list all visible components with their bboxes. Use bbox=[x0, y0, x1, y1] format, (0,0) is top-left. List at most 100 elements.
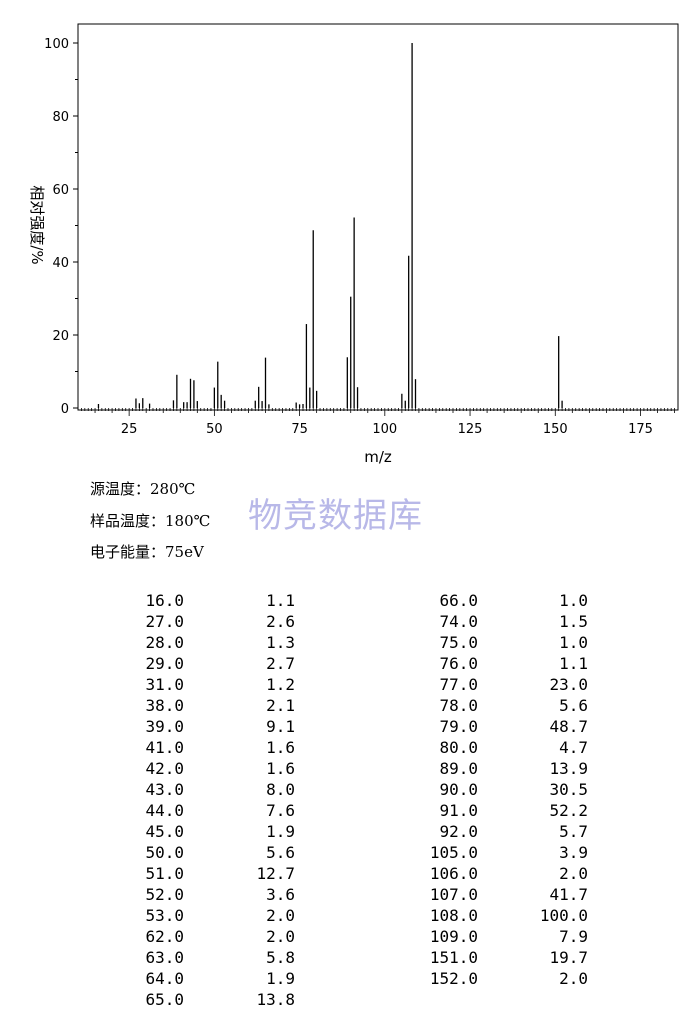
x-tick-label: 75 bbox=[291, 422, 308, 437]
peak-abundance: 9.1 bbox=[266, 717, 295, 736]
peak-mz: 63.0 bbox=[145, 948, 184, 967]
peak-mz: 80.0 bbox=[439, 738, 478, 757]
peak-mz: 42.0 bbox=[145, 759, 184, 778]
peak-mz: 89.0 bbox=[439, 759, 478, 778]
peak-table-row: 39.0 9.1 bbox=[0, 716, 300, 737]
plot-frame bbox=[77, 23, 679, 411]
peak-table-row: 63.0 5.8 bbox=[0, 947, 300, 968]
peak-abundance: 1.3 bbox=[266, 633, 295, 652]
peak-abundance: 7.6 bbox=[266, 801, 295, 820]
peak-table-row: 50.0 5.6 bbox=[0, 842, 300, 863]
peak-mz: 79.0 bbox=[439, 717, 478, 736]
peak-abundance: 2.0 bbox=[266, 906, 295, 925]
peak-abundance: 13.8 bbox=[256, 990, 295, 1009]
peak-table-row: 152.0 2.0 bbox=[300, 968, 600, 989]
y-tick-label: 20 bbox=[52, 329, 69, 344]
electron-energy: 电子能量：75eV bbox=[90, 543, 204, 561]
peak-abundance: 2.0 bbox=[559, 969, 588, 988]
peak-table-row: 42.0 1.6 bbox=[0, 758, 300, 779]
y-axis: 0 20 40 60 80 100 bbox=[44, 37, 78, 417]
peak-table-row: 91.0 52.2 bbox=[300, 800, 600, 821]
peak-mz: 53.0 bbox=[145, 906, 184, 925]
y-axis-label: 相对强度/% bbox=[28, 185, 46, 264]
peak-abundance: 1.6 bbox=[266, 738, 295, 757]
peak-abundance: 5.6 bbox=[266, 843, 295, 862]
peak-table-row: 92.0 5.7 bbox=[300, 821, 600, 842]
peak-table-row: 66.0 1.0 bbox=[300, 590, 600, 611]
peak-mz: 74.0 bbox=[439, 612, 478, 631]
mass-spectrum-chart: 0 20 40 60 80 100 25 50 75 100 125 150 175 相对强度/% m… bbox=[28, 23, 679, 466]
peak-table-row: 106.0 2.0 bbox=[300, 863, 600, 884]
spectrum-bars bbox=[97, 43, 563, 408]
peak-table-row: 16.0 1.1 bbox=[0, 590, 300, 611]
peak-table-row: 44.0 7.6 bbox=[0, 800, 300, 821]
peak-mz: 29.0 bbox=[145, 654, 184, 673]
peak-mz: 90.0 bbox=[439, 780, 478, 799]
peak-mz: 28.0 bbox=[145, 633, 184, 652]
y-tick-label: 0 bbox=[61, 402, 69, 417]
peak-mz: 44.0 bbox=[145, 801, 184, 820]
peak-table-row: 90.0 30.5 bbox=[300, 779, 600, 800]
peak-mz: 50.0 bbox=[145, 843, 184, 862]
peak-table-row: 28.0 1.3 bbox=[0, 632, 300, 653]
peak-mz: 152.0 bbox=[429, 969, 478, 988]
sample-temperature: 样品温度：180℃ bbox=[90, 512, 211, 530]
y-tick-label: 40 bbox=[52, 256, 69, 271]
peak-mz: 75.0 bbox=[439, 633, 478, 652]
peak-table-row: 78.0 5.6 bbox=[300, 695, 600, 716]
peak-table-row: 105.0 3.9 bbox=[300, 842, 600, 863]
peak-abundance: 2.0 bbox=[559, 864, 588, 883]
peak-abundance: 2.0 bbox=[266, 927, 295, 946]
peak-mz: 43.0 bbox=[145, 780, 184, 799]
peak-mz: 64.0 bbox=[145, 969, 184, 988]
peak-abundance: 1.9 bbox=[266, 969, 295, 988]
peak-table-row: 62.0 2.0 bbox=[0, 926, 300, 947]
peak-mz: 151.0 bbox=[429, 948, 478, 967]
peak-mz: 45.0 bbox=[145, 822, 184, 841]
peak-table-row: 74.0 1.5 bbox=[300, 611, 600, 632]
peak-mz: 107.0 bbox=[429, 885, 478, 904]
peak-table-row: 75.0 1.0 bbox=[300, 632, 600, 653]
peak-table-row: 38.0 2.1 bbox=[0, 695, 300, 716]
peak-abundance: 12.7 bbox=[256, 864, 295, 883]
peak-abundance: 2.1 bbox=[266, 696, 295, 715]
peak-table-right: 66.0 1.0 74.0 1.5 75.0 1.0 76.0 1.1 77.0 23.0 78.0… bbox=[300, 590, 600, 989]
y-tick-label: 100 bbox=[44, 37, 69, 52]
peak-abundance: 48.7 bbox=[549, 717, 588, 736]
peak-abundance: 2.6 bbox=[266, 612, 295, 631]
peak-table-row: 65.0 13.8 bbox=[0, 989, 300, 1010]
peak-abundance: 1.1 bbox=[266, 591, 295, 610]
peak-mz: 78.0 bbox=[439, 696, 478, 715]
peak-mz: 65.0 bbox=[145, 990, 184, 1009]
peak-table-left: 16.0 1.1 27.0 2.6 28.0 1.3 29.0 2.7 31.0 1.2 38.0 2… bbox=[0, 590, 300, 1010]
peak-table-row: 29.0 2.7 bbox=[0, 653, 300, 674]
peak-abundance: 5.7 bbox=[559, 822, 588, 841]
x-tick-label: 175 bbox=[628, 422, 653, 437]
peak-table-row: 108.0 100.0 bbox=[300, 905, 600, 926]
peak-table-row: 79.0 48.7 bbox=[300, 716, 600, 737]
x-axis: 25 50 75 100 125 150 175 bbox=[81, 408, 675, 437]
peak-abundance: 5.6 bbox=[559, 696, 588, 715]
peak-abundance: 13.9 bbox=[549, 759, 588, 778]
peak-table-row: 89.0 13.9 bbox=[300, 758, 600, 779]
peak-table-row: 52.0 3.6 bbox=[0, 884, 300, 905]
x-tick-label: 50 bbox=[206, 422, 223, 437]
x-axis-label: m/z bbox=[364, 448, 392, 466]
peak-abundance: 1.0 bbox=[559, 633, 588, 652]
peak-abundance: 8.0 bbox=[266, 780, 295, 799]
peak-mz: 77.0 bbox=[439, 675, 478, 694]
peak-table-row: 151.0 19.7 bbox=[300, 947, 600, 968]
peak-mz: 52.0 bbox=[145, 885, 184, 904]
peak-table-row: 27.0 2.6 bbox=[0, 611, 300, 632]
watermark: 物竞数据库 bbox=[248, 496, 423, 536]
x-tick-label: 125 bbox=[458, 422, 483, 437]
x-tick-label: 100 bbox=[372, 422, 397, 437]
peak-mz: 76.0 bbox=[439, 654, 478, 673]
peak-mz: 109.0 bbox=[429, 927, 478, 946]
y-tick-label: 60 bbox=[52, 183, 69, 198]
peak-table-row: 43.0 8.0 bbox=[0, 779, 300, 800]
peak-table-row: 80.0 4.7 bbox=[300, 737, 600, 758]
peak-abundance: 1.1 bbox=[559, 654, 588, 673]
peak-abundance: 3.6 bbox=[266, 885, 295, 904]
peak-mz: 105.0 bbox=[429, 843, 478, 862]
